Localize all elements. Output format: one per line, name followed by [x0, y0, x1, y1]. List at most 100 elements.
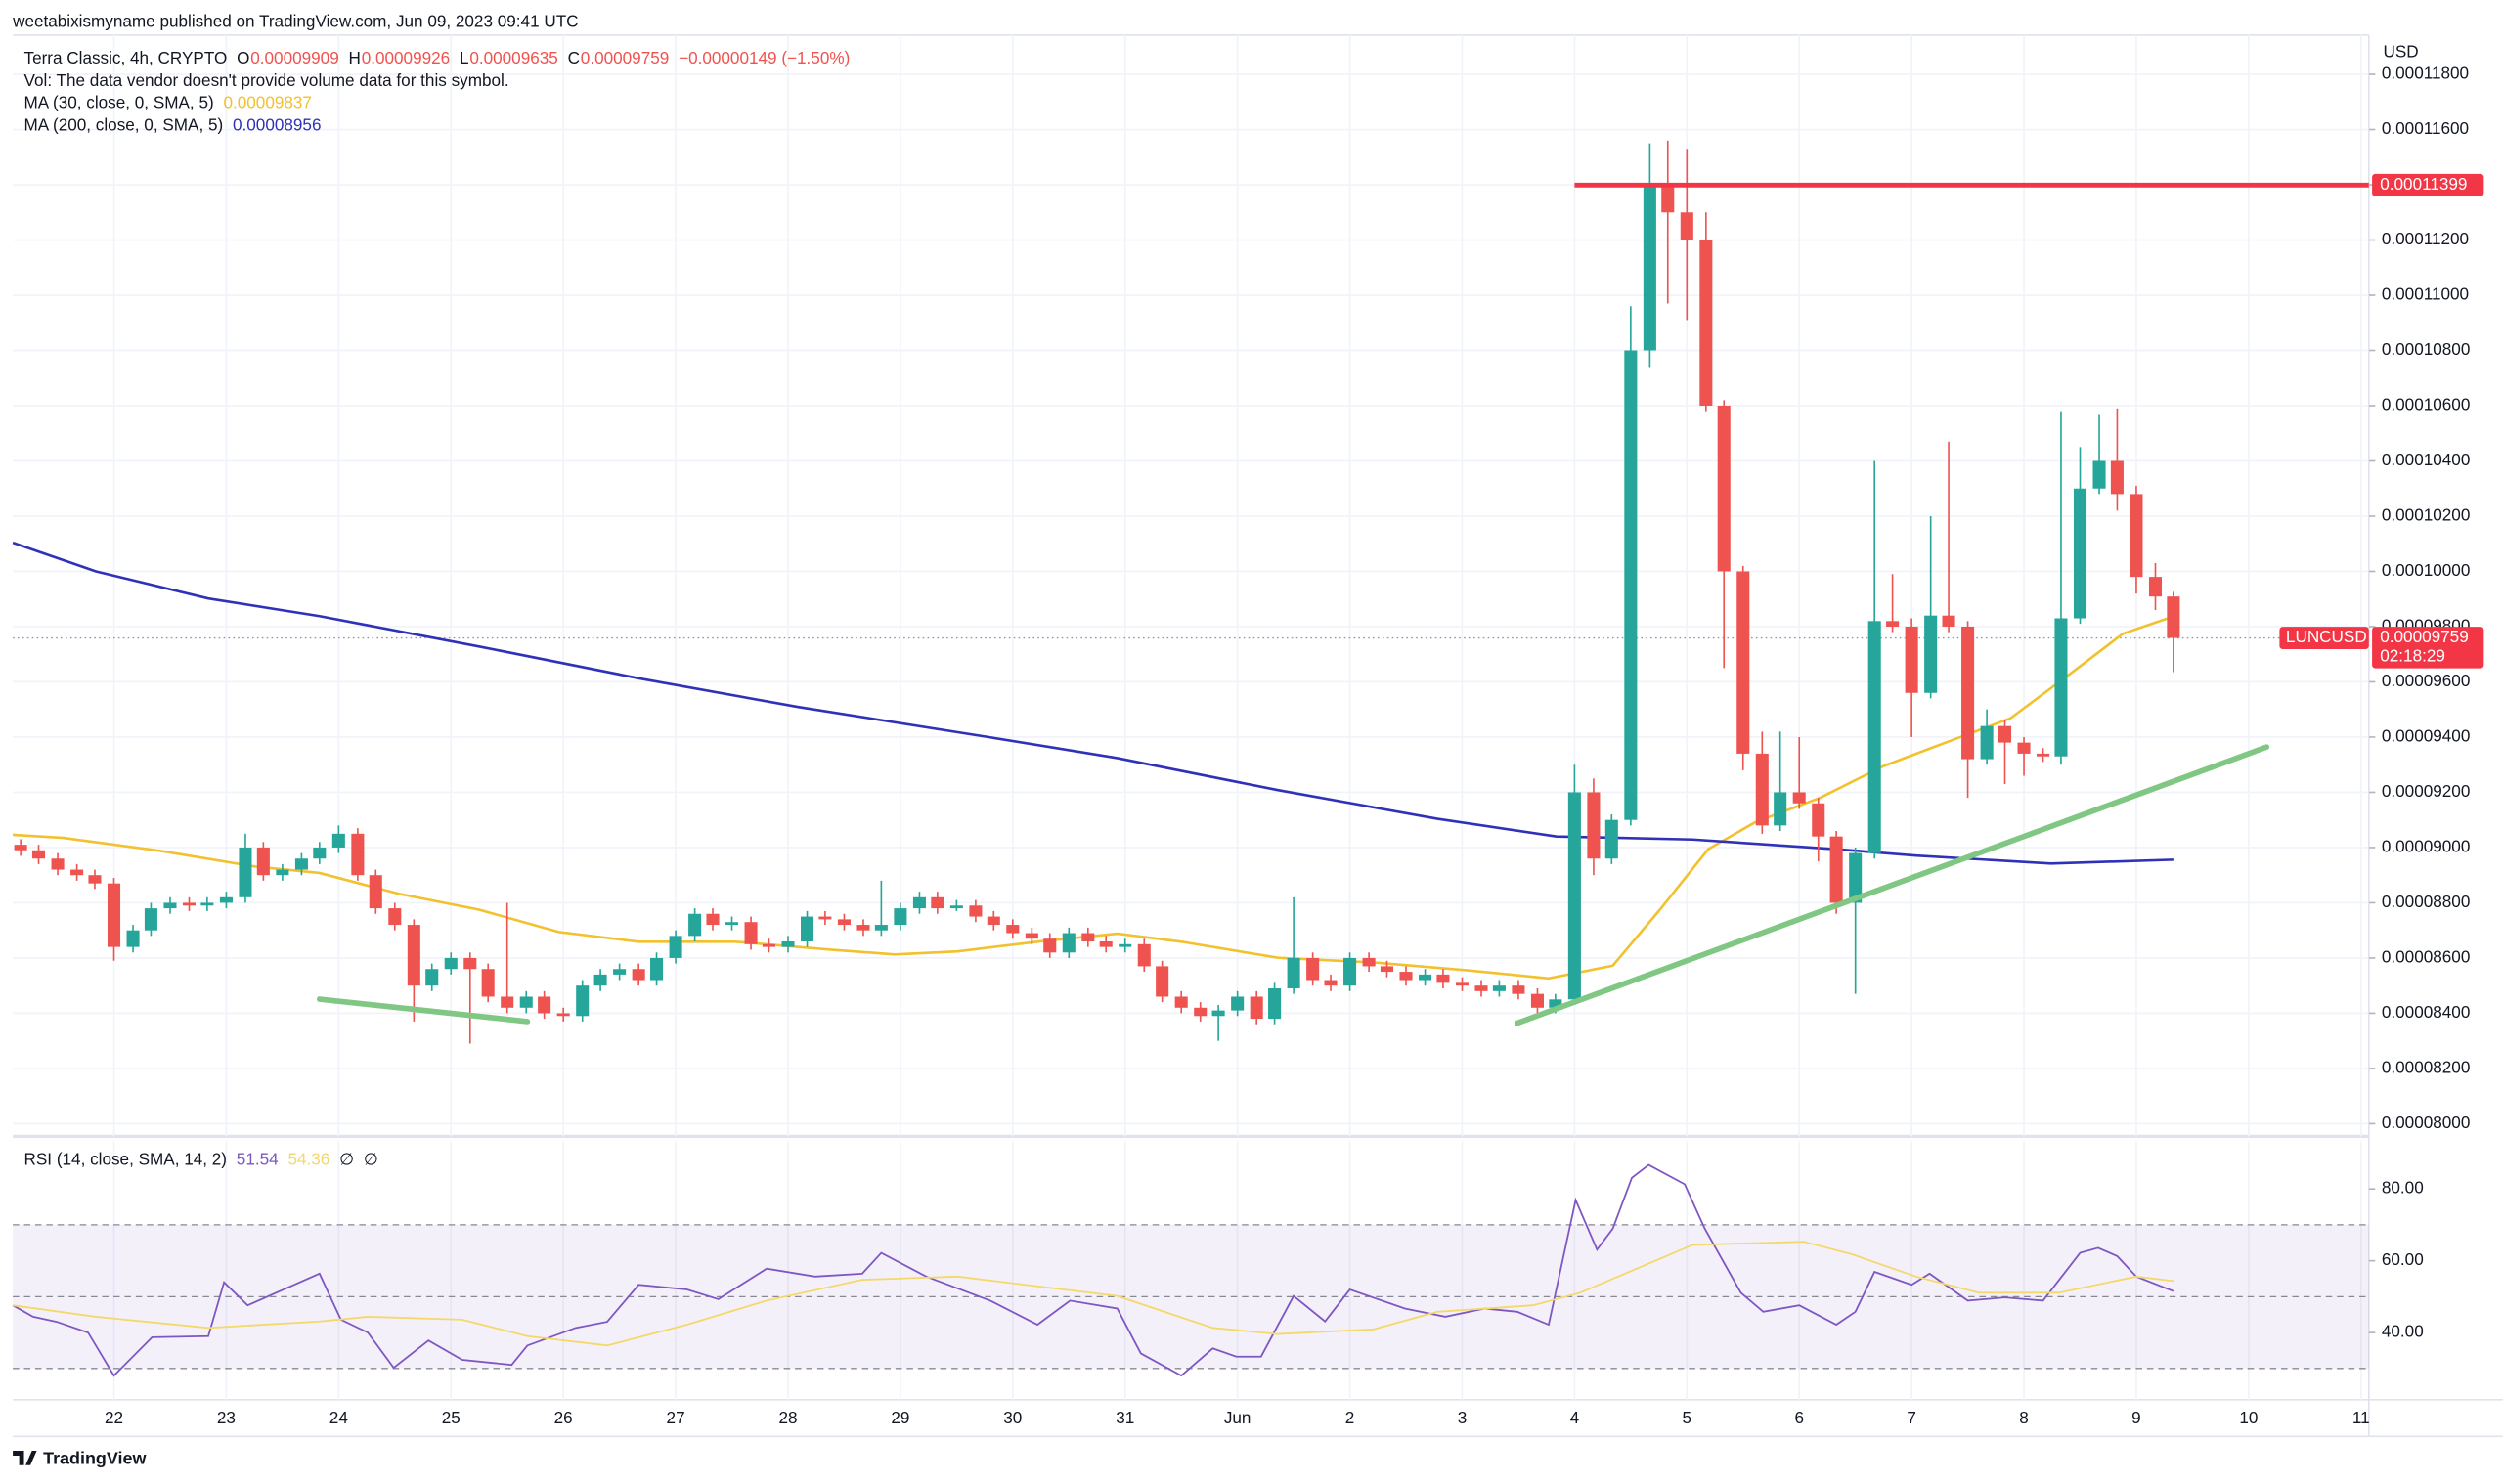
x-tick-label: 29: [891, 1408, 909, 1427]
legend-text: MA (30, close, 0, SMA, 5): [24, 93, 214, 112]
candle-body: [1436, 974, 1450, 983]
legend-text: O: [237, 48, 249, 67]
candle-body: [593, 974, 607, 986]
frame: [13, 34, 2503, 1438]
candle-body: [2092, 460, 2106, 489]
legend-text: MA (200, close, 0, SMA, 5): [24, 115, 224, 135]
x-tick-label: 31: [1116, 1408, 1134, 1427]
candle-body: [1624, 350, 1638, 820]
y-tick-label: 0.00011000: [2382, 284, 2469, 304]
y-tick-label: 0.00010400: [2382, 450, 2470, 469]
candle-body: [144, 908, 157, 931]
candle-body: [1961, 626, 1975, 760]
legend-text: ∅: [339, 1149, 354, 1168]
candle-body: [1399, 972, 1413, 981]
candle-body: [688, 913, 702, 937]
candle-body: [444, 957, 458, 970]
candle-body: [331, 833, 345, 848]
candle-body: [1324, 980, 1338, 986]
legend-text: 51.54: [237, 1149, 279, 1168]
candle-body: [501, 996, 514, 1008]
y-tick-label: 40.00: [2382, 1322, 2424, 1341]
trendline: [1514, 744, 2270, 1026]
candle-body: [519, 996, 533, 1008]
candle-body: [88, 875, 102, 884]
candle-body: [1211, 1010, 1225, 1017]
candle-body: [163, 902, 177, 909]
candle-body: [669, 936, 682, 958]
line-series: [12, 1241, 2174, 1347]
candle-body: [1717, 405, 1731, 572]
candle-body: [856, 925, 870, 931]
candle-body: [463, 957, 477, 970]
y-tick-label: 0.00011600: [2382, 118, 2469, 138]
x-tick-label: 26: [554, 1408, 573, 1427]
candle-body: [1998, 725, 2012, 743]
candle-body: [1025, 933, 1038, 939]
candle-body: [182, 902, 197, 906]
line-series: [12, 541, 2174, 865]
y-tick-label: 0.00008600: [2382, 946, 2470, 966]
overlays: [316, 182, 2369, 1026]
candle-body: [1587, 792, 1601, 859]
candle-body: [1194, 1007, 1208, 1017]
candle-body: [818, 916, 832, 920]
y-tick-label: 0.00009200: [2382, 781, 2470, 801]
y-tick-label: 0.00011800: [2382, 64, 2469, 83]
candle-body: [1661, 185, 1675, 213]
price-tag-label: 0.00011399: [2380, 174, 2467, 194]
line-series: [13, 615, 2174, 981]
candle-body: [1530, 993, 1544, 1008]
candle-body: [912, 896, 926, 909]
x-tick-label: 9: [2131, 1408, 2141, 1427]
candle-body: [1250, 996, 1263, 1020]
brand: TradingView: [43, 1449, 146, 1468]
legend-text: 0.00008956: [233, 115, 321, 135]
candle-body: [388, 908, 402, 926]
countdown-label: 02:18:29: [2380, 646, 2445, 666]
legend-text: L: [460, 48, 469, 67]
candle-body: [407, 925, 420, 986]
y-tick-label: 0.00010000: [2382, 560, 2470, 580]
y-tick-label: 0.00009000: [2382, 836, 2470, 855]
candle-body: [425, 969, 439, 986]
candle-body: [762, 943, 775, 947]
marks: [12, 140, 2180, 1377]
x-tick-label: 6: [1794, 1408, 1804, 1427]
candle-body: [650, 957, 664, 981]
y-tick-label: 0.00010800: [2382, 339, 2470, 359]
candle-body: [1680, 212, 1693, 240]
candle-body: [1474, 985, 1488, 991]
candle-body: [1455, 982, 1470, 986]
candle-body: [1287, 957, 1300, 989]
candle-body: [1380, 966, 1394, 973]
candle-body: [369, 875, 382, 909]
candle-body: [2037, 753, 2050, 757]
candle-body: [1867, 621, 1881, 853]
y-tick-label: 60.00: [2382, 1249, 2424, 1269]
symbol-tag: [2279, 627, 2369, 649]
candle-body: [481, 969, 495, 997]
candle-body: [1231, 996, 1245, 1011]
candle-body: [744, 922, 758, 944]
candle-body: [1699, 240, 1713, 406]
x-tick-label: 27: [667, 1408, 685, 1427]
price-tag: [2372, 173, 2484, 196]
candle-body: [1812, 803, 1825, 837]
candle-body: [1492, 985, 1506, 991]
candle-body: [1774, 792, 1787, 826]
candle-body: [706, 913, 720, 926]
candle-body: [1755, 753, 1769, 826]
legend-text: H: [349, 48, 361, 67]
candle-body: [1119, 943, 1132, 947]
candle-body: [1886, 621, 1900, 627]
x-tick-label: 5: [1683, 1408, 1692, 1427]
candle-body: [949, 905, 963, 909]
symbol-tag-label: LUNCUSD: [2286, 627, 2367, 646]
y-tick-label: 0.00008800: [2382, 892, 2470, 911]
x-tick-label: 30: [1003, 1408, 1022, 1427]
x-tick-label: 8: [2019, 1408, 2029, 1427]
candle-body: [1362, 957, 1376, 967]
